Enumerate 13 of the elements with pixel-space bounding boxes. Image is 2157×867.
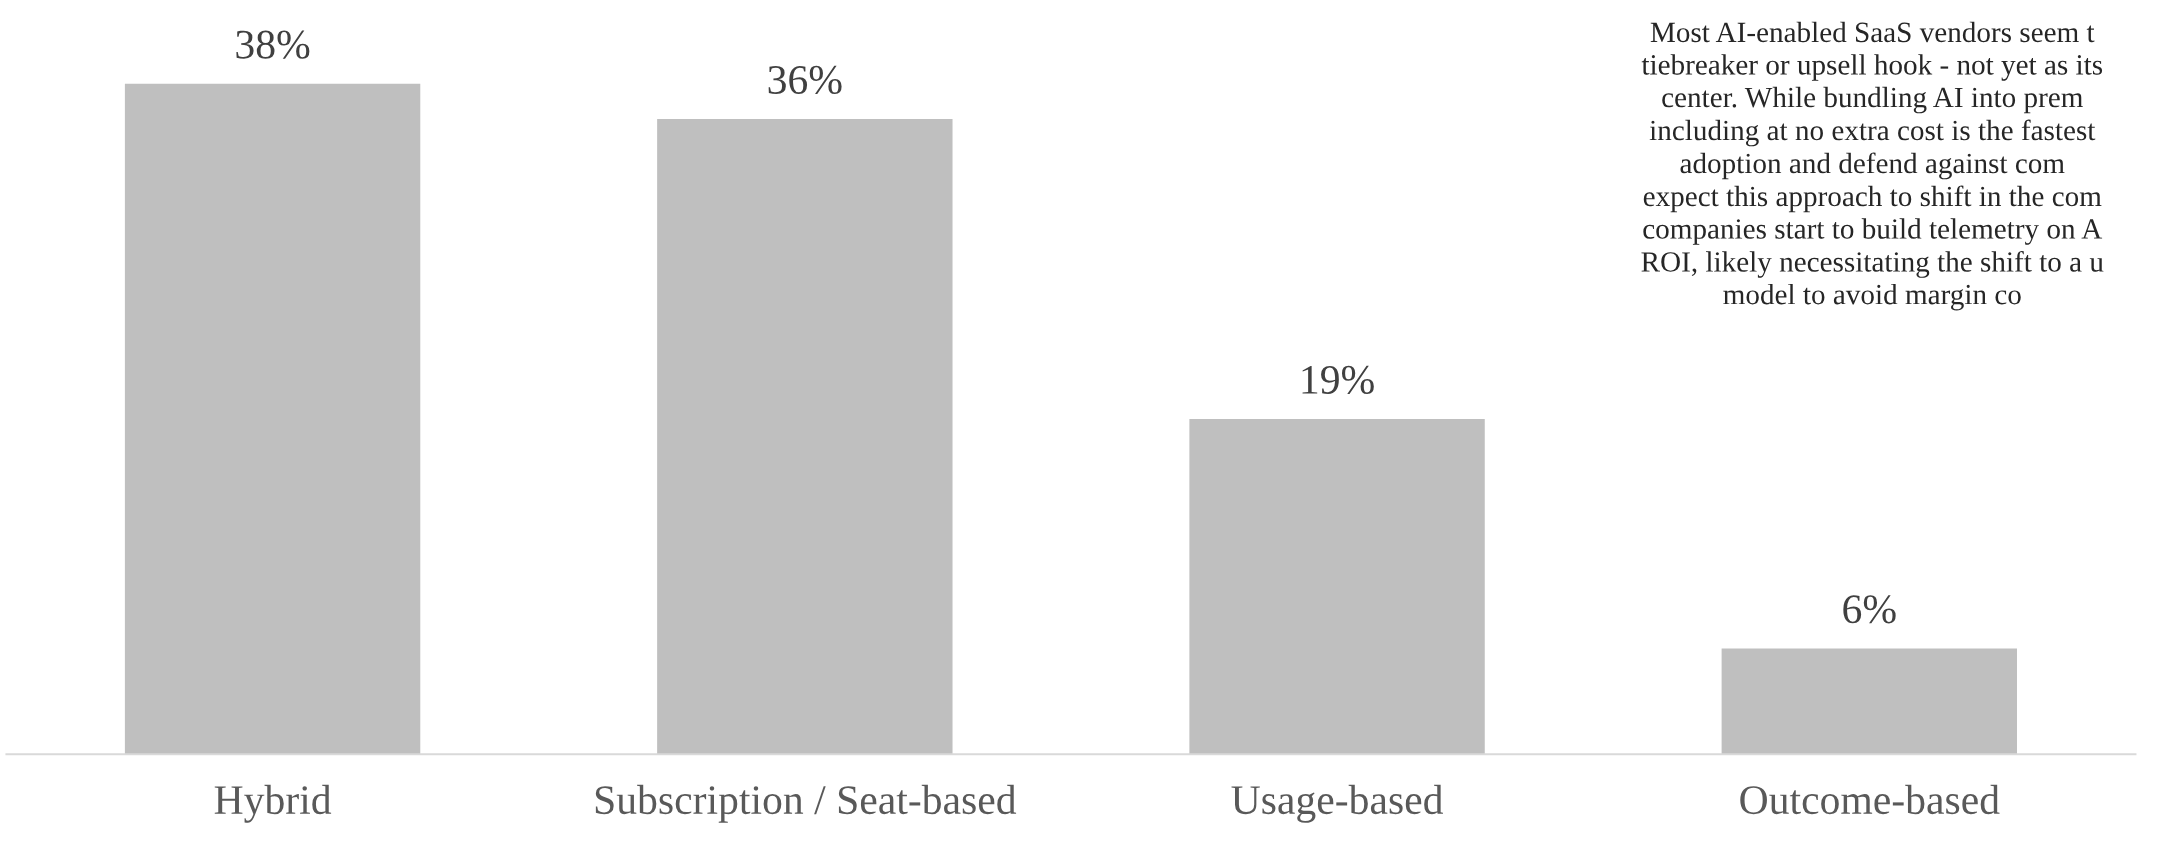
bar — [1721, 648, 2018, 755]
x-tick-label: Outcome-based — [1740, 784, 2000, 815]
data-label: 6% — [1843, 595, 1896, 624]
text: Most AI-enabled SaaS vendors seem t tiebreaker or upsell hook - not yet as its center. While bundling AI into prem including at no extra cost is the fastest adoption and defend against com expect this approach to shift in the com companies start to build telemetry on A ROI, likely necessitating the shift to a u model to avoid margin co — [1641, 21, 2104, 311]
data-label: 38% — [236, 30, 310, 59]
data-label: 36% — [768, 65, 842, 95]
bar — [124, 83, 421, 755]
bar — [657, 119, 953, 755]
x-tick-label: Usage-based — [1231, 784, 1443, 823]
bar — [1189, 419, 1485, 755]
x-tick-label: Subscription / Seat-based — [595, 784, 1017, 823]
data-label: 19% — [1302, 365, 1374, 395]
x-tick-label: Hybrid — [214, 784, 332, 823]
